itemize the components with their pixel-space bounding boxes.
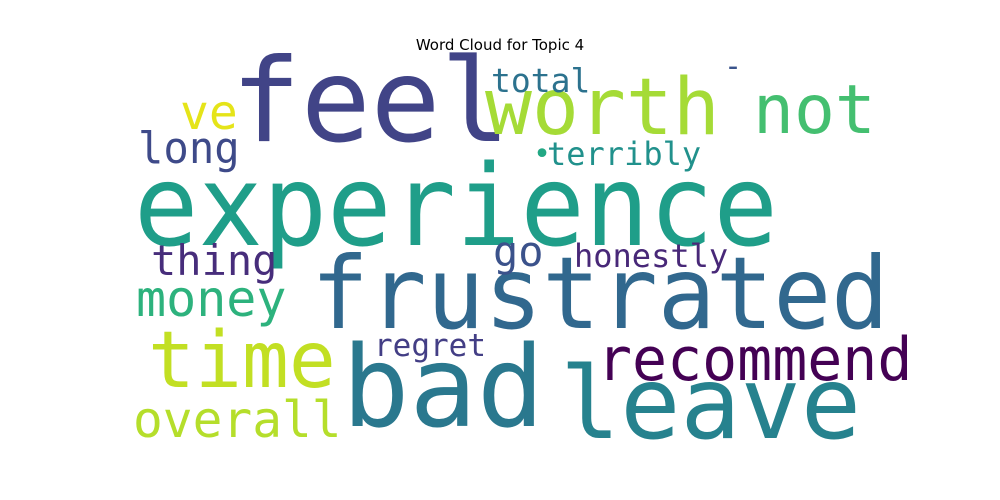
word-bad: bad — [342, 323, 545, 453]
word-leave: leave — [560, 345, 862, 462]
chart-title: Word Cloud for Topic 4 — [415, 36, 585, 54]
word-worth: worth — [485, 63, 720, 153]
word-honestly: honestly — [574, 237, 729, 275]
word-go: go — [493, 227, 544, 276]
word-frustrated: frustrated — [311, 235, 889, 352]
word-experience: experience — [134, 142, 778, 272]
word-not: not — [753, 71, 876, 150]
word-thing: thing — [151, 236, 278, 285]
word-time: time — [148, 316, 336, 406]
word-dash: - — [724, 49, 743, 84]
word-terribly: terribly — [547, 135, 702, 173]
word-ve: ve — [180, 85, 238, 141]
word-feel: feel — [231, 34, 511, 169]
word-long: long — [138, 123, 240, 174]
word-regret: regret — [374, 328, 486, 364]
word-money: money — [136, 270, 287, 328]
word-recommend: recommend — [597, 325, 913, 395]
word-total: total — [491, 61, 591, 100]
word-dot: • — [533, 137, 552, 172]
word-overall: overall — [133, 391, 342, 449]
